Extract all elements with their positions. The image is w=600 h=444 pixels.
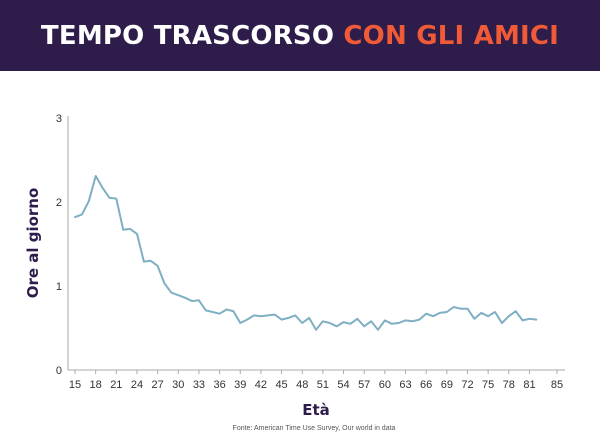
x-tick-label: 33	[193, 379, 205, 391]
x-tick-label: 75	[482, 379, 494, 391]
x-axis-title: Età	[302, 401, 330, 419]
x-tick-label: 30	[172, 379, 184, 391]
y-tick-label: 2	[56, 197, 62, 209]
x-tick-label: 24	[131, 379, 143, 391]
header-banner: TEMPO TRASCORSO CON GLI AMICI	[0, 0, 600, 71]
x-tick-label: 85	[551, 379, 563, 391]
y-axis: 0 1 2 3	[56, 113, 69, 377]
x-tick-label: 72	[461, 379, 473, 391]
series-line	[74, 175, 538, 331]
x-tick-label: 69	[441, 379, 453, 391]
x-tick-label: 57	[358, 379, 370, 391]
x-tick-label: 81	[523, 379, 535, 391]
y-tick-label: 0	[56, 365, 62, 377]
x-axis: 15 18 21 24 27 30 33 36 39 42 45 48 51 54 57 60 63 66 69 72…	[68, 369, 565, 391]
x-tick-label: 27	[152, 379, 164, 391]
x-tick-label: 45	[275, 379, 287, 391]
x-tick-label: 42	[255, 379, 267, 391]
x-tick-label: 39	[234, 379, 246, 391]
line-chart: 0 1 2 3 15 18 21 24 27 30 33 36 39 42 45 48 51 54 57 60 63 6…	[56, 113, 565, 391]
page-title: TEMPO TRASCORSO CON GLI AMICI	[41, 21, 559, 51]
x-tick-label: 63	[399, 379, 411, 391]
series-group	[74, 175, 538, 331]
x-tick-label: 15	[69, 379, 81, 391]
x-tick-label: 66	[420, 379, 432, 391]
x-tick-label: 60	[379, 379, 391, 391]
y-axis-title: Ore al giorno	[24, 187, 42, 299]
x-tick-label: 48	[296, 379, 308, 391]
source-note: Fonte: American Time Use Survey, Our wor…	[232, 425, 396, 432]
x-tick-label: 54	[337, 379, 349, 391]
x-tick-label: 21	[110, 379, 122, 391]
x-tick-label: 78	[503, 379, 515, 391]
x-tick-label: 51	[317, 379, 329, 391]
title-part-accent: CON GLI AMICI	[343, 20, 560, 51]
y-tick-label: 3	[56, 113, 62, 125]
x-tick-label: 36	[213, 379, 225, 391]
x-tick-label: 18	[90, 379, 102, 391]
title-part-white: TEMPO TRASCORSO	[40, 20, 335, 51]
y-tick-label: 1	[56, 281, 62, 293]
